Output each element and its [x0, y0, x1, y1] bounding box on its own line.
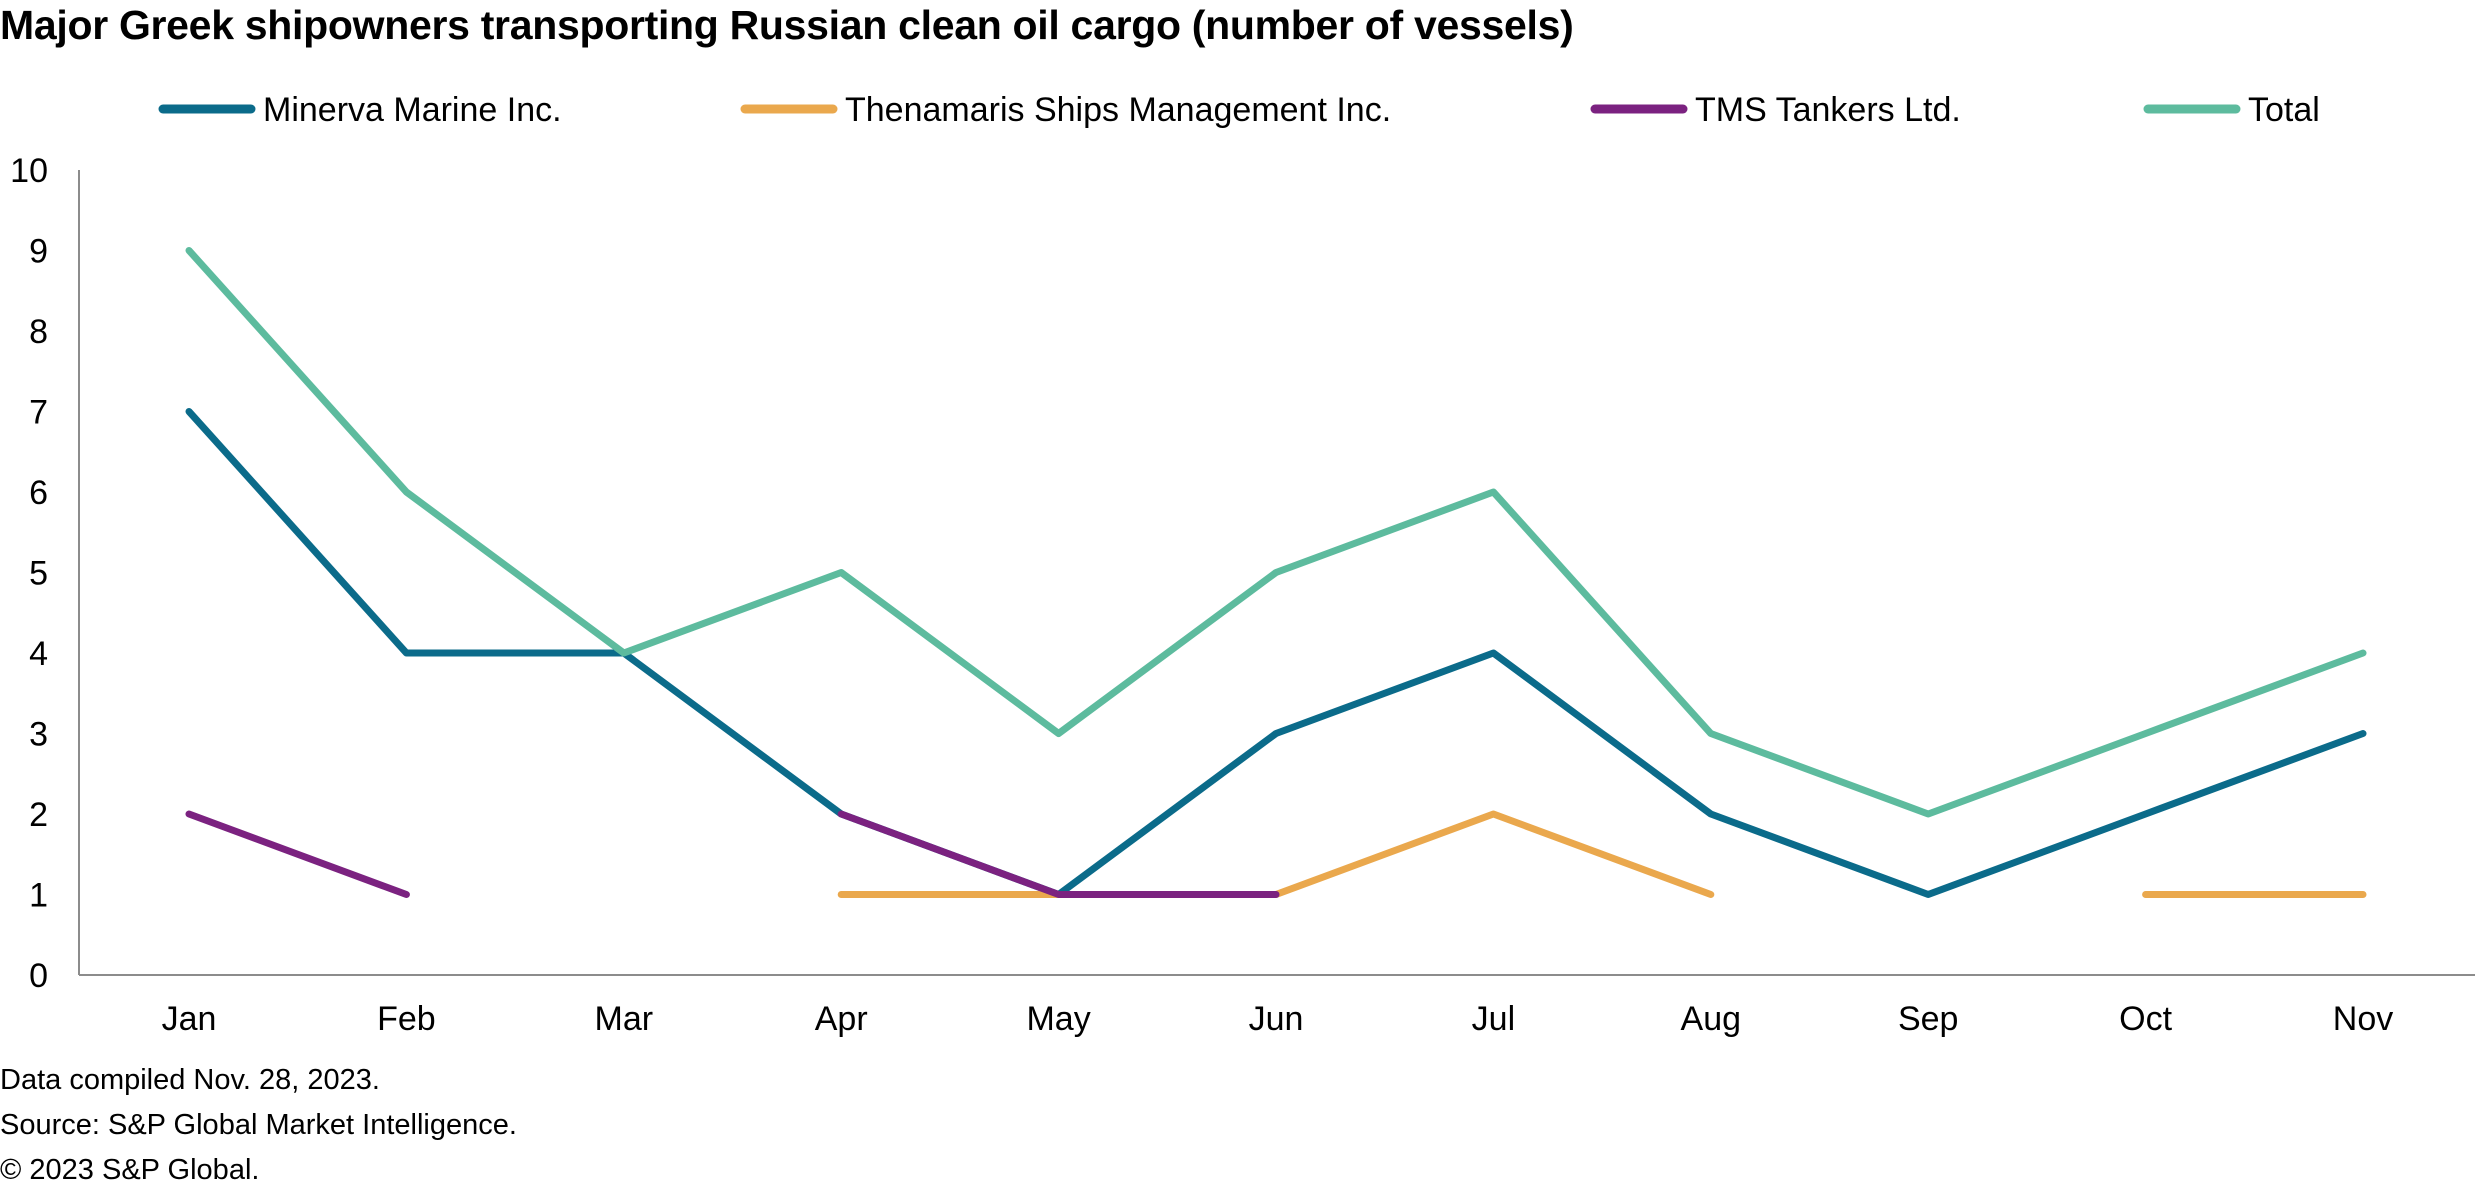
y-tick-label: 8: [29, 313, 48, 351]
y-axis-ticks: 0 1 2 3 4 5 6 7 8 9 10: [10, 152, 48, 995]
y-tick-label: 10: [10, 152, 48, 190]
axes: [78, 170, 2475, 976]
series-minerva-marine-inc: [185, 408, 2367, 898]
copyright-note: © 2023 S&P Global.: [0, 1154, 260, 1186]
legend-label: TMS Tankers Ltd.: [1695, 91, 1961, 129]
x-tick-label: Feb: [377, 1000, 436, 1038]
y-tick-label: 2: [29, 796, 48, 834]
series-lines: [185, 247, 2367, 898]
source-note: Source: S&P Global Market Intelligence.: [0, 1109, 517, 1141]
series-tms-tankers-ltd: [185, 810, 1280, 898]
y-tick-label: 6: [29, 474, 48, 512]
data-compiled-note: Data compiled Nov. 28, 2023.: [0, 1064, 380, 1096]
x-tick-label: Apr: [815, 1000, 868, 1038]
footnotes: Data compiled Nov. 28, 2023. Source: S&P…: [0, 1058, 517, 1193]
x-tick-label: Sep: [1898, 1000, 1959, 1038]
legend-label: Minerva Marine Inc.: [263, 91, 562, 129]
series-line-segment: [837, 810, 1715, 898]
y-tick-label: 0: [29, 957, 48, 995]
legend: Minerva Marine Inc. Thenamaris Ships Mana…: [158, 91, 2320, 129]
y-tick-label: 1: [29, 877, 48, 915]
x-tick-label: Nov: [2333, 1000, 2393, 1038]
x-tick-label: Jul: [1472, 1000, 1515, 1038]
series-total: [185, 247, 2367, 818]
y-tick-label: 9: [29, 233, 48, 271]
legend-label: Thenamaris Ships Management Inc.: [845, 91, 1391, 129]
x-axis-ticks: Jan Feb Mar Apr May Jun Jul Aug Sep Oct Nov: [162, 1000, 2394, 1038]
series-line-segment: [185, 408, 2367, 898]
x-tick-label: Jan: [162, 1000, 217, 1038]
y-tick-label: 7: [29, 394, 48, 432]
x-tick-label: Aug: [1681, 1000, 1742, 1038]
x-tick-label: Mar: [595, 1000, 654, 1038]
y-tick-label: 5: [29, 555, 48, 593]
x-tick-label: May: [1026, 1000, 1090, 1038]
x-tick-label: Oct: [2119, 1000, 2172, 1038]
legend-label: Total: [2248, 91, 2320, 129]
y-tick-label: 4: [29, 635, 48, 673]
x-tick-label: Jun: [1249, 1000, 1304, 1038]
series-line-segment: [185, 810, 410, 898]
series-line-segment: [185, 247, 2367, 818]
y-tick-label: 3: [29, 716, 48, 754]
chart-title: Major Greek shipowners transporting Russ…: [0, 2, 1574, 48]
series-line-segment: [837, 810, 1280, 898]
